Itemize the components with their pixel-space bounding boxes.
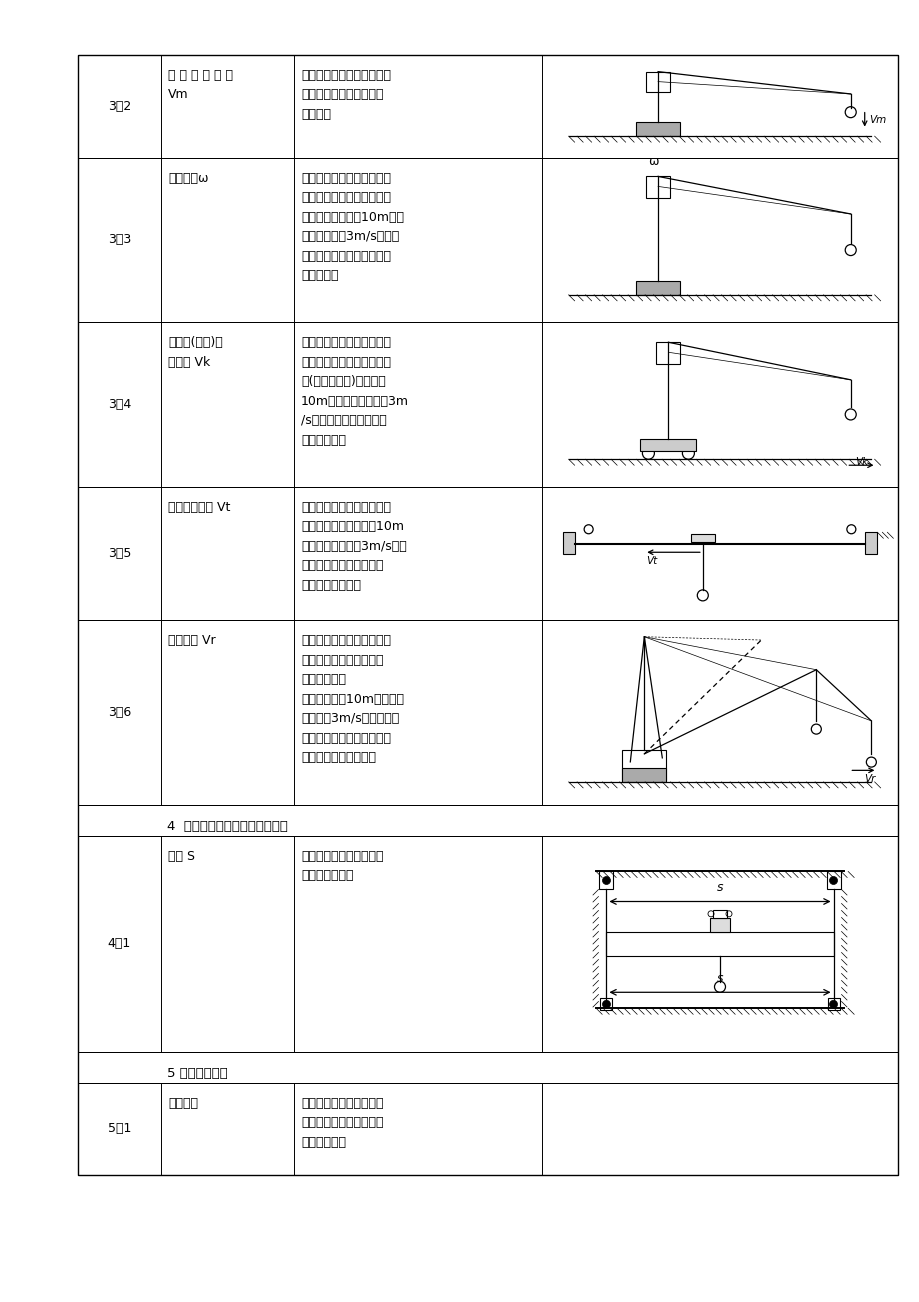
Text: Vr: Vr — [863, 775, 874, 784]
Text: 3．4: 3．4 — [108, 398, 131, 411]
Text: 考虑起重量和时间的利用
程度以及工作循环次数的
起重机械特性: 考虑起重量和时间的利用 程度以及工作循环次数的 起重机械特性 — [301, 1096, 383, 1148]
Text: 稳定运动状态下，起重机运
行的速度。规定为在水平路
面(或水平轨面)上，离地
10m高度处，风速小于3m
/s时的起重机带额定载荷
时的运行速度: 稳定运动状态下，起重机运 行的速度。规定为在水平路 面(或水平轨面)上，离地 1… — [301, 336, 409, 447]
Bar — [865, 533, 877, 555]
Bar — [825, 871, 840, 889]
Text: s: s — [716, 881, 722, 894]
Text: 稳定运动状态下，安装或堆
垛最大额定载荷时的最小
下降速度: 稳定运动状态下，安装或堆 垛最大额定载荷时的最小 下降速度 — [301, 69, 391, 121]
Text: 跨度 S: 跨度 S — [168, 850, 195, 863]
Text: Vt: Vt — [646, 556, 657, 566]
Bar — [635, 122, 679, 137]
Text: 3．2: 3．2 — [108, 100, 131, 113]
Circle shape — [602, 1000, 610, 1008]
Circle shape — [829, 876, 836, 884]
Text: 回转速度ω: 回转速度ω — [168, 172, 209, 185]
Text: 3．5: 3．5 — [108, 547, 131, 560]
Bar — [635, 281, 679, 294]
Circle shape — [829, 1000, 836, 1008]
Text: 3．3: 3．3 — [108, 233, 131, 246]
Text: Vk: Vk — [854, 457, 867, 467]
Bar — [78, 55, 897, 1174]
Bar — [599, 871, 613, 889]
Text: 工作级别: 工作级别 — [168, 1096, 198, 1109]
Text: 稳定状态下，起重机转动部
分的回转角速度。规定为在
水平场地上，离地10m高度
处，风速小于3m/s时，起
重机幅度最大，且带额定载
荷时的转速: 稳定状态下，起重机转动部 分的回转角速度。规定为在 水平场地上，离地10m高度 … — [301, 172, 403, 283]
Text: 稳定运动状态下，额定载
荷在变幅平面内水平位移
的平均速度。
　规定为离地10m高度处，
风速小于3m/s时，起重机
在水平路面上，幅度从最大
值至最小值的平均: 稳定运动状态下，额定载 荷在变幅平面内水平位移 的平均速度。 规定为离地10m高… — [301, 634, 403, 764]
Bar — [640, 439, 696, 452]
Bar — [621, 768, 665, 783]
Bar — [690, 534, 714, 542]
Bar — [562, 533, 574, 555]
Text: 4  与起重机运行线路有关的参数: 4 与起重机运行线路有关的参数 — [167, 820, 288, 833]
Circle shape — [602, 876, 610, 884]
Text: ω: ω — [647, 155, 658, 168]
Bar — [712, 910, 726, 918]
Text: 5 一般性能参数: 5 一般性能参数 — [167, 1066, 228, 1079]
Bar — [645, 176, 669, 198]
Text: Vm: Vm — [868, 115, 885, 125]
Bar — [709, 918, 729, 932]
Text: 起重机(大车)运
行速度 Vk: 起重机(大车)运 行速度 Vk — [168, 336, 222, 368]
Bar — [645, 72, 669, 91]
Text: 4．1: 4．1 — [108, 937, 131, 950]
Text: s: s — [716, 973, 722, 986]
Bar — [655, 342, 680, 365]
Bar — [606, 932, 833, 956]
Bar — [600, 999, 612, 1010]
Bar — [621, 750, 665, 780]
Text: 微 速 下 降 速 度
Vm: 微 速 下 降 速 度 Vm — [168, 69, 233, 102]
Text: 稳定运动状态下，小车运行
的速度。规定为离地面10m
高度处，风速小于3m/s时，
带领定载荷的小车在水平
轨道上运行的速度: 稳定运动状态下，小车运行 的速度。规定为离地面10m 高度处，风速小于3m/s时… — [301, 500, 406, 591]
Text: 5．1: 5．1 — [108, 1122, 131, 1135]
Text: 变幅速度 Vr: 变幅速度 Vr — [168, 634, 215, 647]
Text: 3．6: 3．6 — [108, 706, 131, 719]
Text: 桥架型起重机支承中心线
之间的水平距离: 桥架型起重机支承中心线 之间的水平距离 — [301, 850, 383, 883]
Bar — [826, 999, 839, 1010]
Text: 小车运行速度 Vt: 小车运行速度 Vt — [168, 500, 230, 513]
